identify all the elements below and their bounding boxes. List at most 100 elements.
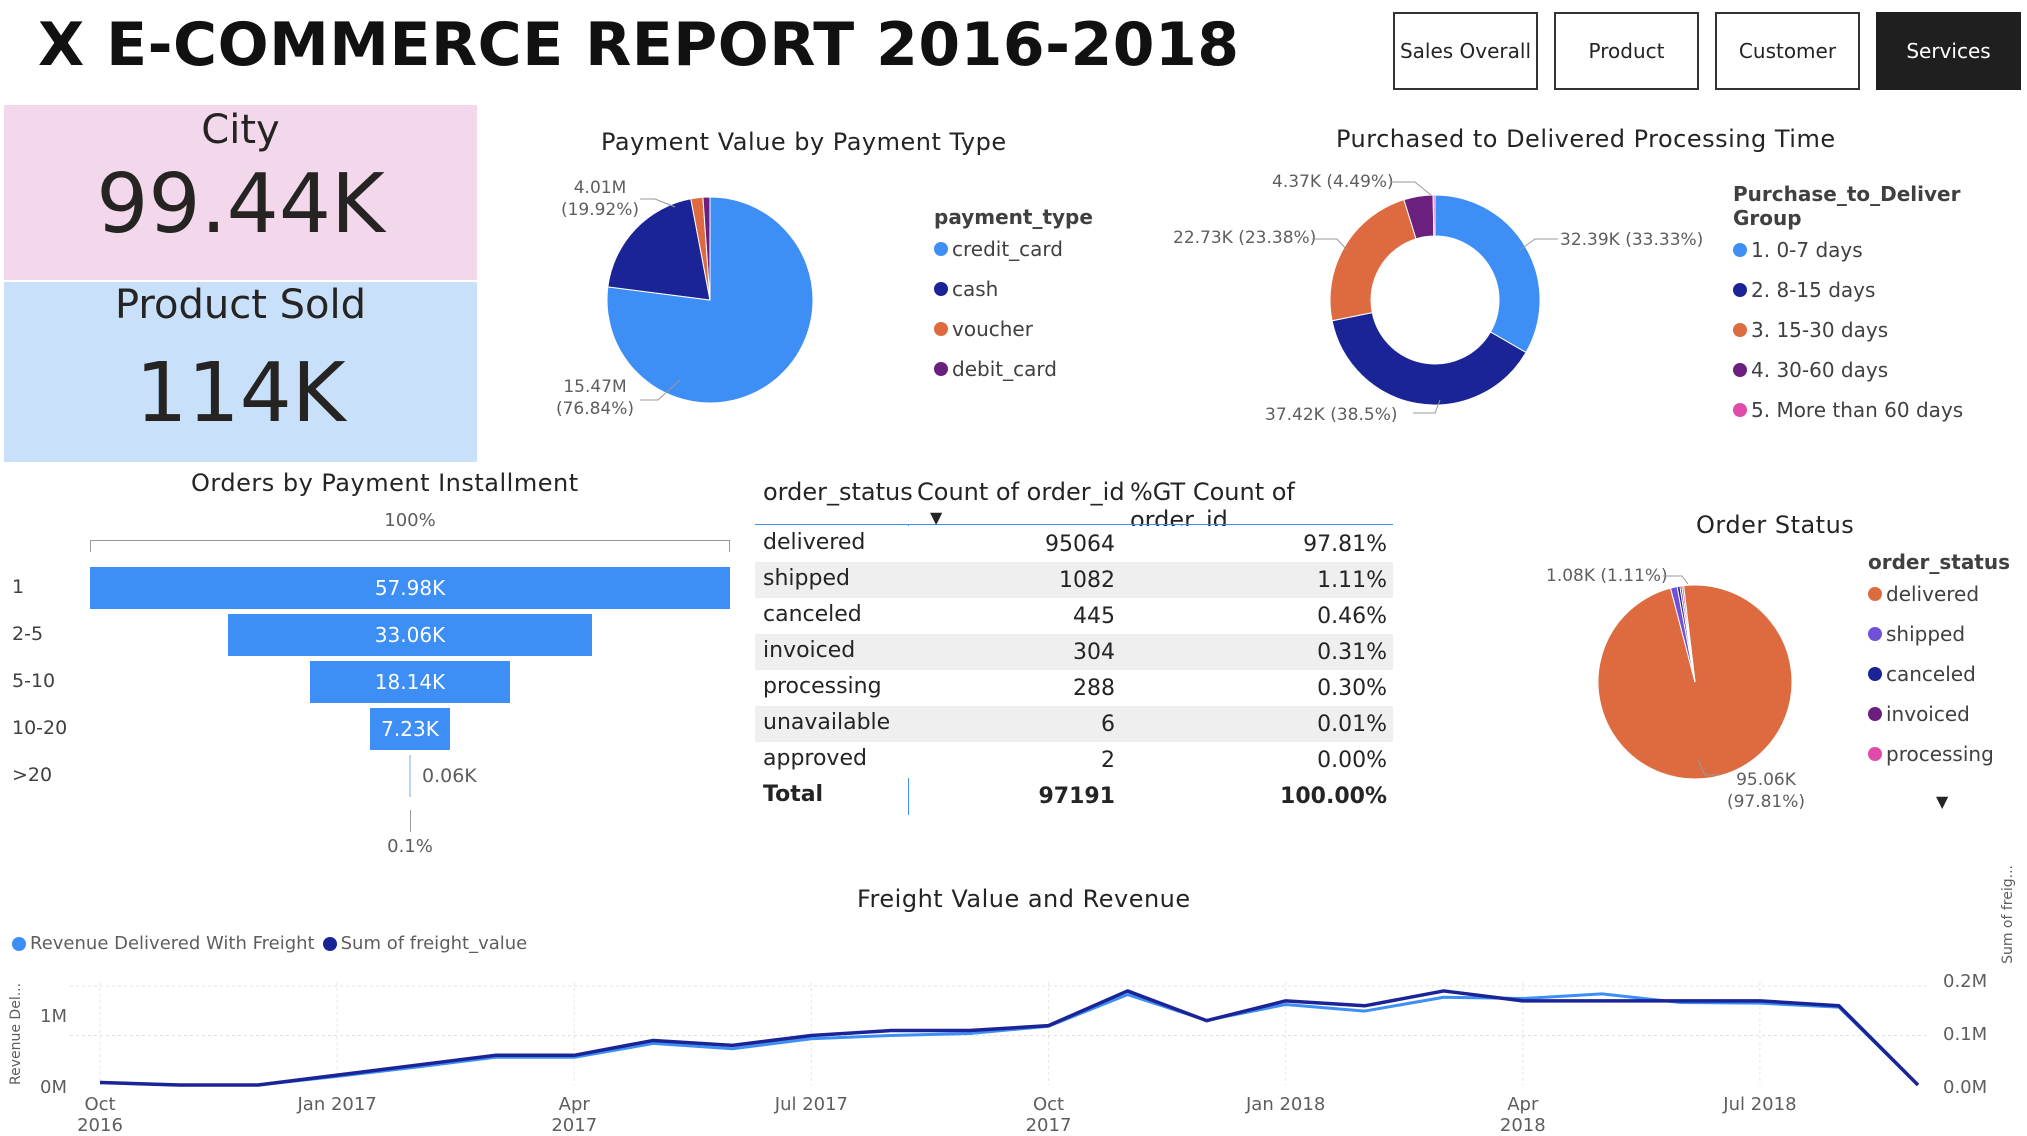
processing-label-2: 37.42K (38.5%) xyxy=(1265,405,1398,425)
product-sold-card: Product Sold 114K xyxy=(4,282,477,462)
table-row[interactable] xyxy=(755,670,1393,706)
processing-label-1: 32.39K (33.33%) xyxy=(1560,230,1704,250)
matrix-cell-status: shipped xyxy=(763,566,850,591)
matrix-cell-status: invoiced xyxy=(763,638,856,663)
legend-revenue[interactable]: Revenue Delivered With Freight xyxy=(30,933,315,954)
table-row[interactable] xyxy=(755,634,1393,670)
legend-shipped[interactable]: shipped xyxy=(1868,614,2010,654)
legend-scroll-down-icon[interactable]: ▼ xyxy=(1936,792,1949,811)
payment-label-cash: 4.01M (19.92%) xyxy=(560,178,640,220)
funnel-category-label: >20 xyxy=(12,764,53,786)
order-status-slice-delivered[interactable] xyxy=(1597,584,1793,780)
processing-donut xyxy=(1329,194,1541,406)
legend-credit-card[interactable]: credit_card xyxy=(934,229,1093,269)
matrix-header-status[interactable]: order_status xyxy=(763,478,913,506)
funnel-category-label: 10-20 xyxy=(12,717,68,739)
legend-label: invoiced xyxy=(1886,702,1970,726)
legend-label: 5. More than 60 days xyxy=(1751,398,1964,422)
legend-canceled[interactable]: canceled xyxy=(1868,654,2010,694)
nav-sales-overall-button[interactable]: Sales Overall xyxy=(1393,12,1538,90)
legend-dot-icon xyxy=(1733,243,1747,257)
legend-dot-icon xyxy=(1733,283,1747,297)
funnel-bar[interactable] xyxy=(409,755,411,797)
processing-slice-5-more-than-60-days[interactable] xyxy=(1432,194,1436,237)
matrix-cell-percent: 0.01% xyxy=(1317,712,1387,737)
legend-dot-icon xyxy=(934,362,948,376)
legend-8-15-days[interactable]: 2. 8-15 days xyxy=(1733,270,2027,310)
legend-invoiced[interactable]: invoiced xyxy=(1868,694,2010,734)
matrix-cell-percent: 1.11% xyxy=(1317,568,1387,593)
series-line-revenue-delivered-with-freight[interactable] xyxy=(99,992,1920,1087)
nav-customer-button[interactable]: Customer xyxy=(1715,12,1860,90)
legend-dot-icon xyxy=(1868,747,1882,761)
payment-legend: payment_type credit_card cash voucher de… xyxy=(934,205,1093,389)
funnel-category-label: 1 xyxy=(12,576,25,598)
nav-services-button[interactable]: Services xyxy=(1876,12,2021,90)
legend-label: debit_card xyxy=(952,357,1057,381)
matrix-total-percent: 100.00% xyxy=(1280,784,1387,809)
matrix-header-count[interactable]: Count of order_id xyxy=(917,478,1125,506)
order-status-matrix: order_status Count of order_id ▼ %GT Cou… xyxy=(755,470,1393,820)
city-card: City 99.44K xyxy=(4,105,477,280)
order-status-label-big: 95.06K (97.81%) xyxy=(1726,770,1806,812)
report-title: X E-COMMERCE REPORT 2016-2018 xyxy=(38,10,1240,80)
legend-30-60-days[interactable]: 4. 30-60 days xyxy=(1733,350,2027,390)
legend-15-30-days[interactable]: 3. 15-30 days xyxy=(1733,310,2027,350)
matrix-total-count: 97191 xyxy=(1038,784,1115,809)
legend-more-than-60-days[interactable]: 5. More than 60 days xyxy=(1733,390,2027,430)
legend-label: processing xyxy=(1886,742,1994,766)
series-line-sum-of-freight-value[interactable] xyxy=(99,989,1920,1087)
payment-slice-cash[interactable] xyxy=(607,198,711,301)
table-row[interactable] xyxy=(755,526,1393,562)
processing-label-3: 22.73K (23.38%) xyxy=(1173,228,1317,248)
legend-cash[interactable]: cash xyxy=(934,269,1093,309)
table-row[interactable] xyxy=(755,598,1393,634)
sort-descending-icon[interactable]: ▼ xyxy=(930,508,943,527)
funnel-bar[interactable]: 18.14K xyxy=(309,661,511,703)
matrix-cell-count: 6 xyxy=(1101,712,1115,737)
freight-line-chart xyxy=(70,982,1928,1087)
order-status-slice-processing[interactable] xyxy=(1681,585,1696,683)
legend-label: delivered xyxy=(1886,582,1980,606)
funnel-bar[interactable]: 57.98K xyxy=(90,567,730,609)
nav-product-button[interactable]: Product xyxy=(1554,12,1699,90)
legend-dot-icon xyxy=(1733,323,1747,337)
y-left-tick-1: 1M xyxy=(40,1006,67,1027)
city-card-value: 99.44K xyxy=(96,157,385,252)
legend-label: voucher xyxy=(952,317,1033,341)
funnel-bar[interactable]: 7.23K xyxy=(370,708,450,750)
x-tick-label: Jul 2017 xyxy=(774,1094,849,1115)
x-tick-label: Jan 2018 xyxy=(1246,1094,1326,1115)
legend-processing[interactable]: processing xyxy=(1868,734,2010,774)
legend-dot-icon xyxy=(1868,707,1882,721)
table-row[interactable] xyxy=(755,706,1393,742)
installment-chart-title: Orders by Payment Installment xyxy=(191,469,579,497)
processing-slice-1-0-7-days[interactable] xyxy=(1434,194,1541,354)
funnel-category-label: 2-5 xyxy=(12,623,44,645)
y-right-tick-0: 0.0M xyxy=(1943,1077,1988,1098)
order-status-pie xyxy=(1597,584,1793,780)
legend-label: 4. 30-60 days xyxy=(1751,358,1889,382)
legend-label: canceled xyxy=(1886,662,1976,686)
table-row[interactable] xyxy=(755,742,1393,778)
table-row[interactable] xyxy=(755,562,1393,598)
order-status-legend: order_status delivered shipped canceled … xyxy=(1868,550,2010,774)
legend-delivered[interactable]: delivered xyxy=(1868,574,2010,614)
legend-debit-card[interactable]: debit_card xyxy=(934,349,1093,389)
processing-label-4: 4.37K (4.49%) xyxy=(1272,172,1394,192)
funnel-bar[interactable]: 33.06K xyxy=(227,614,593,656)
legend-0-7-days[interactable]: 1. 0-7 days xyxy=(1733,230,2027,270)
payment-leader-lines xyxy=(640,198,681,401)
funnel-bottom-tick xyxy=(410,810,411,832)
matrix-cell-count: 445 xyxy=(1073,604,1115,629)
legend-label: cash xyxy=(952,277,999,301)
matrix-total-label: Total xyxy=(763,782,824,807)
x-tick-label: Jan 2017 xyxy=(297,1094,377,1115)
legend-freight[interactable]: Sum of freight_value xyxy=(340,933,528,954)
freight-legend: Revenue Delivered With Freight Sum of fr… xyxy=(12,933,527,954)
legend-voucher[interactable]: voucher xyxy=(934,309,1093,349)
processing-slice-2-8-15-days[interactable] xyxy=(1331,312,1527,406)
matrix-cell-status: delivered xyxy=(763,530,866,555)
matrix-header-percent[interactable]: %GT Count of order_id xyxy=(1130,478,1295,534)
payment-slice-debit-card[interactable] xyxy=(702,196,711,301)
